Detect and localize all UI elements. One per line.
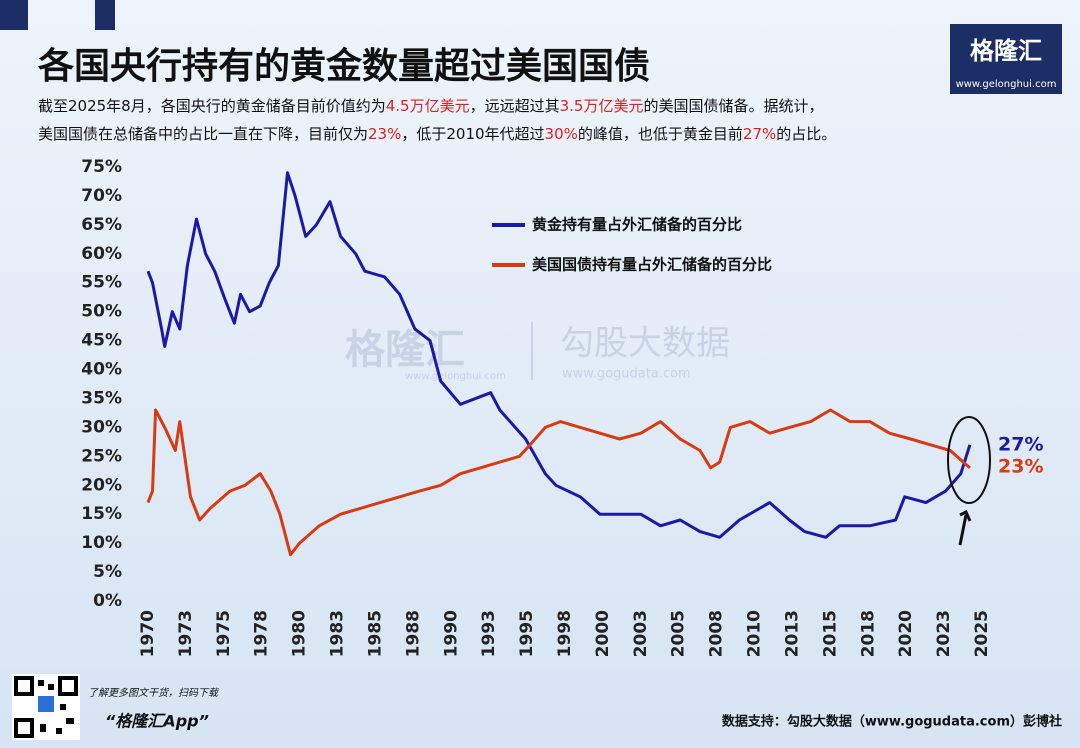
source: 数据支持：勾股大数据（www.gogudata.com）彭博社 xyxy=(722,714,1062,730)
y-tick-label: 10% xyxy=(81,533,122,553)
logo-url: www.gelonghui.com xyxy=(956,79,1057,90)
x-tick-label: 2015 xyxy=(820,610,840,657)
series-line xyxy=(146,408,971,557)
y-tick-label: 40% xyxy=(81,360,122,380)
series-line xyxy=(146,171,972,539)
y-tick-label: 25% xyxy=(81,446,122,466)
plot: 0% 5% 10% 15% 20% 25% 30% 35% 40% 45% 50% 55% 60% 65%… xyxy=(81,157,1043,657)
corner-block xyxy=(0,0,28,30)
subtitle: 截至2025年8月，各国央行的黄金储备目前价值约为4.5万亿美元，远远超过其3.… xyxy=(38,97,823,115)
subtitle-highlight: 30% xyxy=(545,125,578,143)
y-tick-label: 60% xyxy=(81,244,122,264)
logo-box xyxy=(950,24,1062,94)
subtitle-text: 的占比。 xyxy=(776,125,836,143)
x-tick-label: 2020 xyxy=(896,610,916,657)
x-tick-label: 2023 xyxy=(934,610,954,657)
x-tick-label: 1970 xyxy=(138,610,158,657)
x-tick-label: 1973 xyxy=(176,610,196,657)
x-tick-label: 1980 xyxy=(290,610,310,657)
x-tick-label: 2025 xyxy=(972,610,992,657)
watermark-data-brand: 勾股大数据 xyxy=(560,324,730,364)
subtitle-text: 的美国国债储备。据统计， xyxy=(643,97,823,115)
x-tick-label: 1978 xyxy=(252,610,272,657)
y-tick-label: 35% xyxy=(81,388,122,408)
legend-label: 美国国债持有量占外汇储备的百分比 xyxy=(532,256,772,274)
x-tick-label: 1988 xyxy=(403,610,423,657)
subtitle-highlight: 23% xyxy=(368,125,401,143)
y-tick-label: 30% xyxy=(81,417,122,437)
subtitle-highlight: 27% xyxy=(743,125,776,143)
end-label: 27% xyxy=(998,434,1043,456)
x-tick-label: 1985 xyxy=(365,610,385,657)
y-tick-label: 20% xyxy=(81,475,122,495)
subtitle-highlight: 4.5万亿美元 xyxy=(386,97,470,115)
y-tick-label: 55% xyxy=(81,273,122,293)
watermark-url: www.gelonghui.com xyxy=(405,371,506,382)
x-tick-label: 1990 xyxy=(441,610,461,657)
x-tick-label: 1983 xyxy=(328,610,348,657)
subtitle-text: 截至2025年8月，各国央行的黄金储备目前价值约为 xyxy=(38,97,386,115)
x-tick-label: 1998 xyxy=(555,610,575,657)
x-tick-label: 2005 xyxy=(669,610,689,657)
x-tick-label: 2010 xyxy=(745,610,765,657)
title: 各国央行持有的黄金数量超过美国国债 xyxy=(38,45,650,87)
corner-block xyxy=(95,0,115,30)
x-tick-label: 1993 xyxy=(479,610,499,657)
watermark-data-url: www.gogudata.com xyxy=(562,367,691,382)
x-tick-label: 2013 xyxy=(782,610,802,657)
y-tick-label: 70% xyxy=(81,186,122,206)
y-tick-label: 45% xyxy=(81,331,122,351)
y-tick-label: 5% xyxy=(93,562,122,582)
watermark: 格隆汇 www.gelonghui.com 勾股大数据 www.gogudata… xyxy=(345,322,730,382)
y-tick-label: 0% xyxy=(93,591,122,611)
watermark-brand: 格隆汇 xyxy=(345,327,465,373)
qr-code xyxy=(12,674,80,740)
x-tick-label: 1975 xyxy=(214,610,234,657)
y-tick-label: 50% xyxy=(81,302,122,322)
subtitle-text: 的峰值，也低于黄金目前 xyxy=(578,125,743,143)
x-tick-label: 1995 xyxy=(517,610,537,657)
x-tick-label: 2008 xyxy=(707,610,727,657)
logo: 格隆汇 xyxy=(970,37,1042,65)
scan-note: 了解更多图文干货，扫码下载 xyxy=(88,687,220,699)
subtitle-highlight: 3.5万亿美元 xyxy=(560,97,644,115)
y-tick-label: 75% xyxy=(81,157,122,177)
x-tick-label: 2003 xyxy=(631,610,651,657)
x-tick-label: 2000 xyxy=(593,610,613,657)
legend-label: 黄金持有量占外汇储备的百分比 xyxy=(532,216,742,234)
arrow xyxy=(958,509,972,546)
subtitle-text: ，低于2010年代超过 xyxy=(401,125,544,143)
end-label: 23% xyxy=(998,456,1043,478)
highlight-circle xyxy=(947,416,991,504)
app-name: “格隆汇App” xyxy=(105,712,209,731)
subtitle-text: 美国国债在总储备中的占比一直在下降，目前仅为 xyxy=(38,125,368,143)
subtitle-text: ，远远超过其 xyxy=(470,97,560,115)
x-tick-label: 2018 xyxy=(858,610,878,657)
y-tick-label: 65% xyxy=(81,215,122,235)
y-tick-label: 15% xyxy=(81,504,122,524)
subtitle: 美国国债在总储备中的占比一直在下降，目前仅为23%，低于2010年代超过30%的… xyxy=(38,125,836,143)
